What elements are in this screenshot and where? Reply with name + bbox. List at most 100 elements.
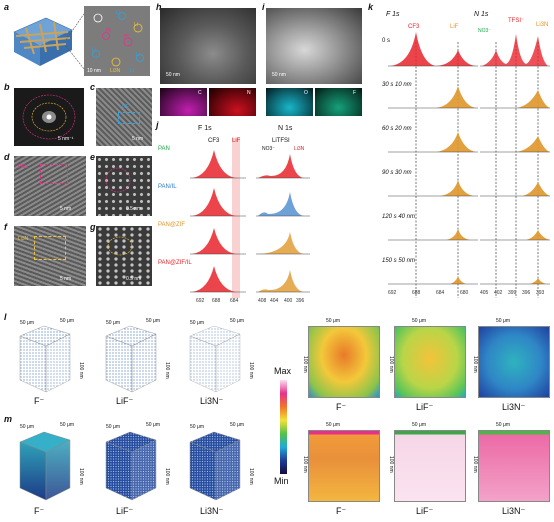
m-dim: 50 μm <box>60 422 74 428</box>
j-f1s-tick: 692 <box>196 298 205 304</box>
j-no3-label: NO3⁻ <box>262 146 275 152</box>
k-row-1: 30 s 10 nm <box>382 82 550 109</box>
zoom-lines <box>65 7 89 75</box>
hrtem-image-f: Li3N 5 nm <box>14 226 86 286</box>
k-axis-ticks: 692 688 684 680 405 402 399 396 393 <box>388 290 545 296</box>
tag-lif: LiF <box>122 104 129 110</box>
fft-image-e: 0.5 nm <box>96 156 152 216</box>
tem-image-a: PI Li Li PI Li Li Li3N Li 10 nm <box>84 6 150 76</box>
cube-li3n <box>189 325 241 393</box>
region-box <box>34 236 66 260</box>
maps-2d: 50 μm 50 μm 50 μm 50 μm 50 μm 50 μm 100 … <box>296 316 552 520</box>
k-f1s-tick: 680 <box>460 290 469 296</box>
map-top-lif <box>394 326 466 398</box>
stem-image-h: 50 nm <box>160 8 256 84</box>
lattice-box <box>118 112 140 124</box>
k-n1s-tick: 399 <box>508 290 517 296</box>
k-row0-f1s <box>390 32 476 66</box>
panel-label-i: i <box>262 2 265 12</box>
l-dim: 50 μm <box>60 318 74 324</box>
colorbar-min: Min <box>274 476 289 486</box>
sample-label-panzif: PAN@ZIF <box>158 222 185 228</box>
cube-lif <box>105 325 157 393</box>
panel-label-k: k <box>368 2 374 12</box>
cube-m-lif <box>105 431 157 501</box>
j-panzif-n1s-peak <box>258 232 304 254</box>
map-ion-bottom-li3n: Li3N⁻ <box>502 506 526 516</box>
j-n1s-tick: 396 <box>296 298 305 304</box>
eds-label-n: N <box>247 90 251 96</box>
m-ion-f: F⁻ <box>34 506 45 516</box>
k-row2-n1s <box>516 136 550 152</box>
m-dim: 50 μm <box>190 424 204 430</box>
saed-pattern: 5 nm⁻¹ <box>14 88 84 146</box>
colorbar: Max Min <box>274 366 292 488</box>
k-row-label: 0 s <box>382 38 390 44</box>
panel-m: m 50 μm 50 μm 100 nm 50 μm 50 μm 100 nm <box>4 414 274 520</box>
map-scale: 50 μm <box>326 318 340 324</box>
panel-a: a PI Li Li PI Li Li Li3N Li 10 nm <box>4 2 152 78</box>
k-row4-f1s <box>446 228 470 240</box>
map-top-li3n <box>478 326 550 398</box>
l-dim: 50 μm <box>190 320 204 326</box>
sample-label-panzifil: PAN@ZIF/IL <box>158 260 192 266</box>
map-depth: 100 nm <box>388 356 394 373</box>
k-row-3: 90 s 30 nm <box>382 170 550 197</box>
map-ion-top-f: F⁻ <box>336 402 347 412</box>
panel-label-j: j <box>156 120 159 130</box>
panel-j: j F 1s N 1s CF3 LiF LiTFSI NO3⁻ Li3N PAN… <box>154 120 364 306</box>
k-n1s-tick: 393 <box>536 290 545 296</box>
panel-g: g 0.5 nm <box>90 222 152 288</box>
m-dim: 50 μm <box>146 422 160 428</box>
panel-label-d: d <box>4 152 10 162</box>
j-pan-f1s-peak <box>192 150 236 178</box>
map-bottom-f <box>308 430 380 502</box>
m-ion-lif: LiF⁻ <box>116 506 134 516</box>
scale-bar-i: 50 nm <box>272 72 286 78</box>
j-panil-n1s-peak <box>258 192 304 216</box>
eds-label-f: F <box>353 90 357 96</box>
k-n1s-tick: 402 <box>494 290 503 296</box>
j-pan-n1s-peak <box>258 154 304 178</box>
scale-bar-d: 5 nm <box>60 206 72 212</box>
colorbar-gradient <box>280 380 287 474</box>
panel-l: l 50 μm 50 μm 100 nm 50 μm 50 μm 100 nm … <box>4 312 274 410</box>
j-panzifil-f1s-peak <box>192 266 236 292</box>
j-row-panzifil: PAN@ZIF/IL <box>158 260 310 293</box>
xps-depth-k: F 1s N 1s CF3 LiF NO3⁻ TFSI⁻ Li3N 0 s 30… <box>382 11 550 298</box>
m-dim: 50 μm <box>106 424 120 430</box>
tag-pi: PI <box>124 34 129 40</box>
panel-i: i 50 nm O F <box>260 2 364 118</box>
j-panil-f1s-peak <box>192 188 236 216</box>
map-ion-bottom-lif: LiF⁻ <box>416 506 434 516</box>
k-row3-f1s <box>440 180 474 196</box>
map-scale: 50 μm <box>496 422 510 428</box>
hrtem-image-c: LiF 5 nm <box>96 88 152 146</box>
panel-label-h: h <box>156 2 162 12</box>
panel-c: c LiF 5 nm <box>90 82 152 148</box>
k-row4-n1s <box>526 230 550 240</box>
scale-bar-b: 5 nm⁻¹ <box>58 136 74 142</box>
j-f1s-tick: 688 <box>212 298 221 304</box>
stem-image-i: 50 nm <box>266 8 362 84</box>
panel-f: f Li3N 5 nm <box>4 222 88 288</box>
map-ion-top-li3n: Li3N⁻ <box>502 402 526 412</box>
k-n1s-title: N 1s <box>474 11 489 18</box>
panel-label-g: g <box>90 222 96 232</box>
k-tfsi-label: TFSI⁻ <box>508 18 524 24</box>
separator-schematic <box>13 17 73 66</box>
map-top-f <box>308 326 380 398</box>
lattice-ring <box>105 167 131 193</box>
panel-label-c: c <box>90 82 96 92</box>
k-cf3-label: CF3 <box>408 24 420 30</box>
panel-label-l: l <box>4 312 7 322</box>
map-bottom-lif <box>394 430 466 502</box>
panel-e: e 0.5 nm <box>90 152 152 218</box>
k-row2-f1s <box>436 132 476 152</box>
j-n1s-title: N 1s <box>278 125 293 132</box>
tof-sims-3d-l: 50 μm 50 μm 100 nm 50 μm 50 μm 100 nm 50… <box>19 318 254 393</box>
eds-label-c: C <box>198 90 202 96</box>
k-row1-n1s <box>516 90 550 108</box>
m-dim: 50 μm <box>230 422 244 428</box>
k-lif-label: LiF <box>450 24 459 30</box>
